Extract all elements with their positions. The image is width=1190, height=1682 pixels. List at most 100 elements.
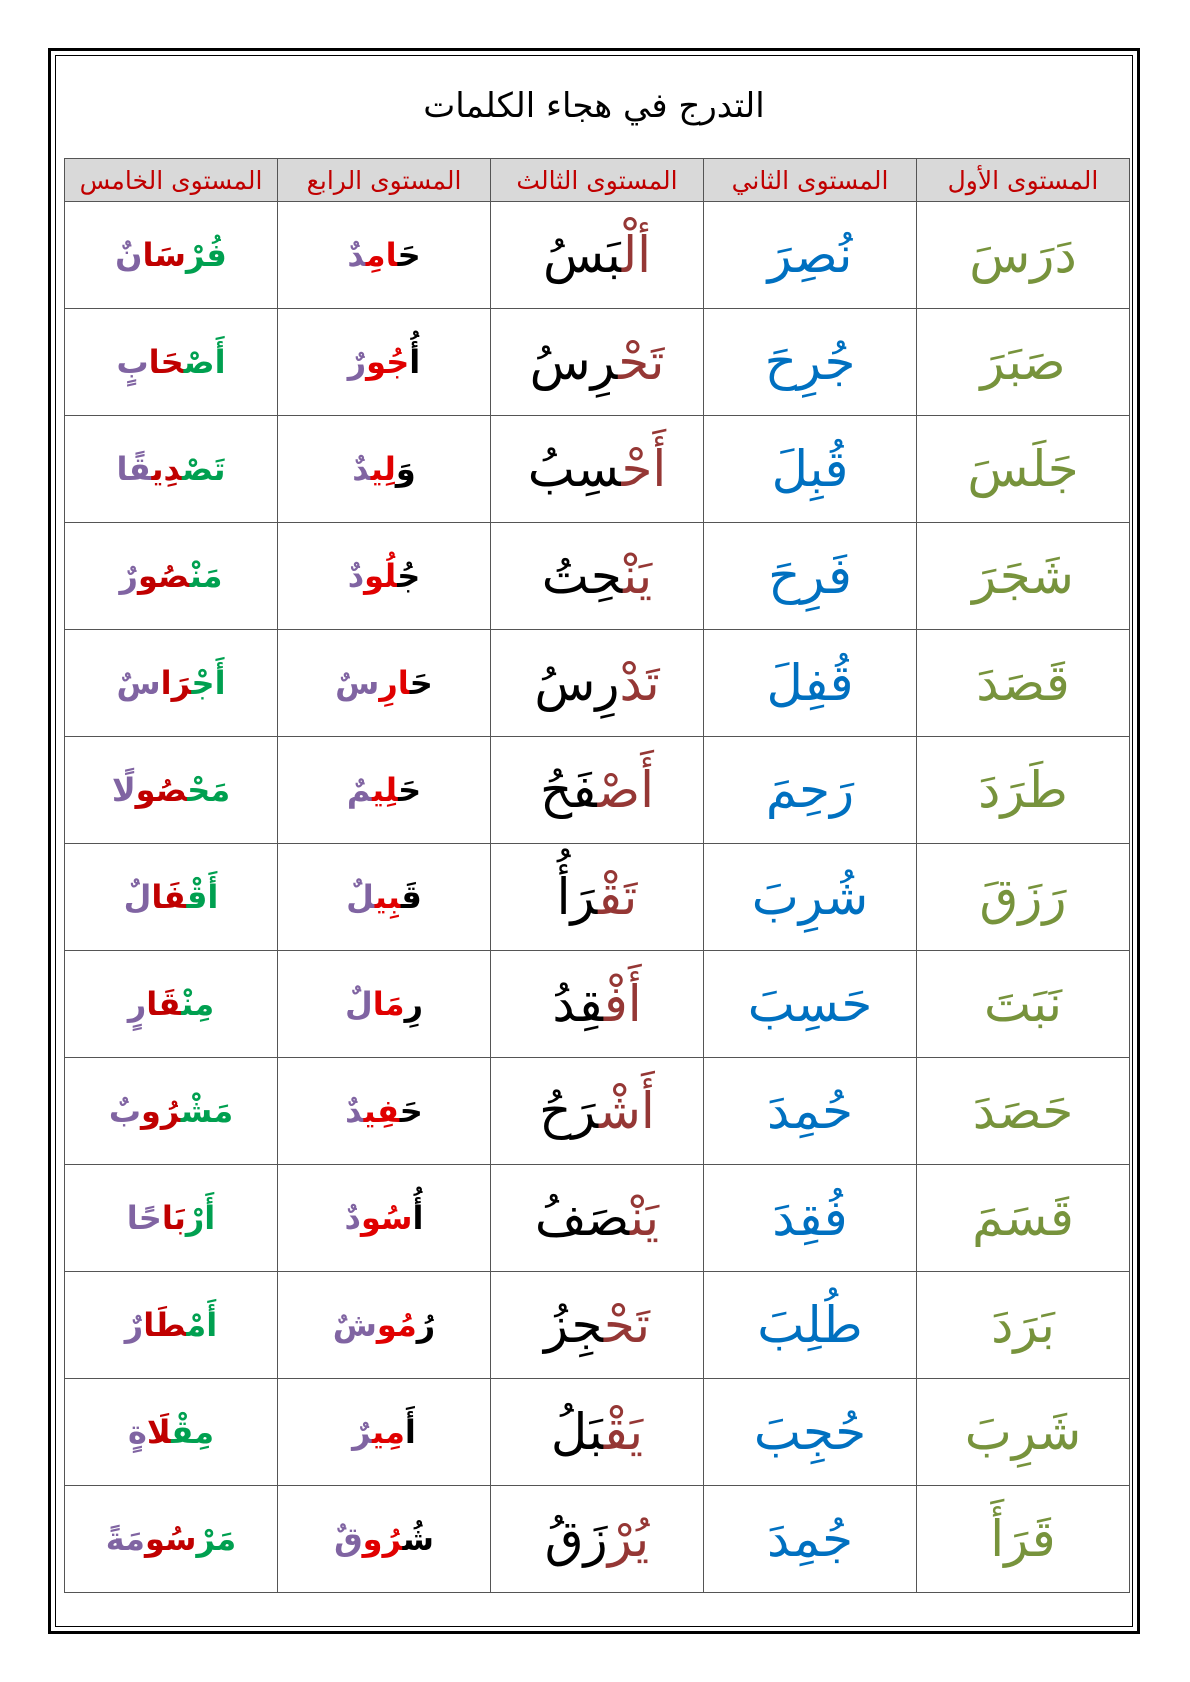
level-1-word: قَرَأَ <box>916 1485 1130 1593</box>
word-segment: جُو <box>366 343 410 381</box>
word-segment: بِي <box>374 878 401 916</box>
word-segment: تَحْ <box>603 1296 651 1354</box>
word-segment: فُقِدَ <box>772 1189 848 1247</box>
word-segment: تَقْ <box>598 868 638 926</box>
word-segment: أُ <box>409 343 421 381</box>
word-segment: أَصْ <box>597 761 654 819</box>
word-segment: يَنْ <box>623 547 653 605</box>
level-4-word: رِمَالٌ <box>277 950 491 1058</box>
level-5-word: مَشْرُوبٌ <box>64 1057 278 1165</box>
level-1-word: نَبَتَ <box>916 950 1130 1058</box>
level-1-word: طَرَدَ <box>916 736 1130 844</box>
word-segment: دٌ <box>344 1199 361 1237</box>
table-row: رَزَقَ شُرِبَ تَقْرَأُ قَبِيلٌ أَقْفَالٌ <box>64 843 1130 951</box>
word-segment: بَرَدَ <box>991 1296 1055 1354</box>
word-segment: تَحْ <box>618 333 665 391</box>
table-row: نَبَتَ حَسِبَ أَفْقِدُ رِمَالٌ مِنْقَارٍ <box>64 950 1130 1058</box>
level-1-word: شَرِبَ <box>916 1378 1130 1486</box>
word-segment: رَحِمَ <box>765 761 855 819</box>
word-segment: رٌ <box>119 557 138 595</box>
level-3-word: يَقْبَلُ <box>490 1378 704 1486</box>
word-segment: مَا <box>372 985 405 1023</box>
header-level-5: المستوى الخامس <box>64 158 278 202</box>
word-segment: شُ <box>402 1520 434 1558</box>
word-segment: أَمْ <box>186 1306 218 1344</box>
word-segment: فِي <box>363 1092 400 1130</box>
table-row: شَجَرَ فَرِحَ يَنْحِتُ جُلُودٌ مَنْصُورٌ <box>64 522 1130 630</box>
level-1-word: دَرَسَ <box>916 201 1130 309</box>
level-3-word: يَنْصَفُ <box>490 1164 704 1272</box>
word-segment: شُرِبَ <box>751 868 869 926</box>
level-4-word: قَبِيلٌ <box>277 843 491 951</box>
word-segment: صُو <box>135 771 188 809</box>
word-segment: أَشْ <box>599 1082 655 1140</box>
word-segment: بَا <box>161 1199 186 1237</box>
level-2-word: قُبِلَ <box>703 415 917 523</box>
word-segment: نُصِرَ <box>767 226 853 284</box>
word-segment: حًا <box>126 1199 162 1237</box>
word-segment: قِدُ <box>552 975 604 1033</box>
word-segment: سٌ <box>116 664 161 702</box>
word-segment: سَا <box>142 236 186 274</box>
word-segment: جُرِحَ <box>764 333 856 391</box>
level-4-word: شُرُوقٌ <box>277 1485 491 1593</box>
word-segment: يَقْ <box>603 1403 644 1461</box>
header-level-3: المستوى الثالث <box>490 158 704 202</box>
word-segment: سُو <box>144 1520 197 1558</box>
level-2-word: حُجِبَ <box>703 1378 917 1486</box>
table-row: قَرَأَ جُمِدَ يُرْزَقُ شُرُوقٌ مَرْسُومَةً <box>64 1485 1130 1593</box>
word-segment: لِي <box>370 450 396 488</box>
word-segment: قُفِلَ <box>766 654 854 712</box>
word-segment: قَرَأَ <box>990 1510 1056 1568</box>
word-segment: حَ <box>397 236 421 274</box>
header-level-2: المستوى الثاني <box>703 158 917 202</box>
word-segment: ألْ <box>621 226 651 284</box>
level-1-word: صَبَرَ <box>916 308 1130 416</box>
word-segment: أَصْ <box>183 343 226 381</box>
word-segment: شٌ <box>332 1306 377 1344</box>
word-segment: وَ <box>395 450 416 488</box>
table-row: شَرِبَ حُجِبَ يَقْبَلُ أَمِيرٌ مِقْلَاةٍ <box>64 1378 1130 1486</box>
level-4-word: أَمِيرٌ <box>277 1378 491 1486</box>
page-border: التدرج في هجاء الكلمات المستوى الأول الم… <box>48 48 1140 1634</box>
word-segment: رُو <box>362 1520 403 1558</box>
word-segment: قَ <box>400 878 422 916</box>
word-segment: مَنْ <box>189 557 223 595</box>
word-segment: زَقُ <box>544 1510 608 1568</box>
word-segment: مَةً <box>105 1520 145 1558</box>
word-segment: دٌ <box>352 450 371 488</box>
word-segment: مُو <box>376 1306 417 1344</box>
word-segment: جُ <box>397 557 421 595</box>
word-segment: دٌ <box>347 557 365 595</box>
level-1-word: حَصَدَ <box>916 1057 1130 1165</box>
word-segment: صُو <box>137 557 190 595</box>
level-5-word: أَصْحَابٍ <box>64 308 278 416</box>
word-segment: مٌ <box>346 771 372 809</box>
word-segment: أَ <box>404 1413 416 1451</box>
table-row: حَصَدَ حُمِدَ أَشْرَحُ حَفِيدٌ مَشْرُوبٌ <box>64 1057 1130 1165</box>
word-segment: حُمِدَ <box>766 1082 854 1140</box>
level-1-word: شَجَرَ <box>916 522 1130 630</box>
word-segment: جِزُ <box>543 1296 604 1354</box>
table-row: صَبَرَ جُرِحَ تَحْرِسُ أُجُورٌ أَصْحَابٍ <box>64 308 1130 416</box>
word-segment: دٌ <box>345 1092 364 1130</box>
word-segment: نٌ <box>115 236 143 274</box>
header-level-1: المستوى الأول <box>916 158 1130 202</box>
word-segment: طَا <box>143 1306 187 1344</box>
word-segment: دَرَسَ <box>969 226 1077 284</box>
word-segment: صَفُ <box>534 1189 631 1247</box>
word-segment: حَا <box>148 343 184 381</box>
level-4-word: أُجُورٌ <box>277 308 491 416</box>
level-5-word: مَرْسُومَةً <box>64 1485 278 1593</box>
header-row: المستوى الأول المستوى الثاني المستوى الث… <box>64 158 1130 202</box>
word-segment: فُرْ <box>185 236 227 274</box>
word-segment: أَفْ <box>603 975 642 1033</box>
word-segment: جُمِدَ <box>766 1510 854 1568</box>
word-segment: رِسُ <box>534 654 620 712</box>
word-segment: يُرْ <box>607 1510 650 1568</box>
word-segment: لُو <box>364 557 398 595</box>
table-body: دَرَسَ نُصِرَ ألْبَسُ حَامِدٌ فُرْسَانٌ صَبَر… <box>64 201 1130 1593</box>
word-segment: فَرِحَ <box>768 547 852 605</box>
word-segment: حَسِبَ <box>747 975 873 1033</box>
level-1-word: رَزَقَ <box>916 843 1130 951</box>
